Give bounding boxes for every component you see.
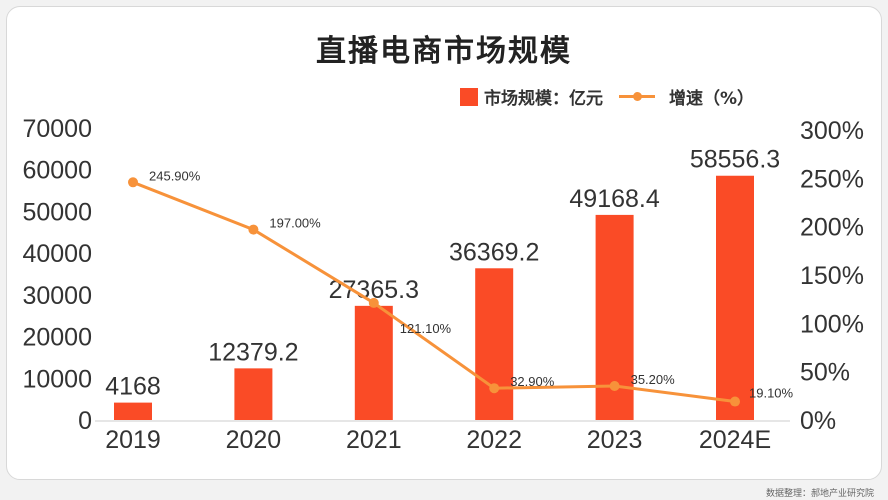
legend-line-label: 增速（%）: [669, 89, 755, 109]
y-left-tick-label: 30000: [22, 282, 92, 310]
growth-point: [368, 297, 379, 308]
bar-value-label: 58556.3: [690, 146, 780, 174]
y-right-tick-label: 50%: [800, 359, 850, 387]
growth-label: 35.20%: [631, 372, 676, 387]
bar-value-label: 49168.4: [569, 185, 659, 213]
x-tick-label: 2019: [105, 426, 161, 454]
growth-point: [609, 380, 620, 391]
growth-label: 121.10%: [400, 321, 452, 336]
legend: 市场规模：亿元 增速（%）: [460, 84, 754, 109]
y-left-tick-label: 70000: [22, 115, 92, 143]
growth-point: [128, 177, 138, 188]
y-right-tick-label: 150%: [800, 262, 864, 290]
growth-label: 245.90%: [149, 168, 201, 183]
bar-value-label: 12379.2: [208, 338, 298, 366]
growth-label: 32.90%: [510, 374, 555, 389]
legend-line-swatch: [619, 92, 655, 101]
growth-line: [132, 180, 736, 404]
x-tick-label: 2020: [226, 426, 282, 454]
x-tick-label: 2023: [587, 426, 643, 454]
bar: [354, 305, 393, 420]
y-left-tick-label: 50000: [22, 198, 92, 226]
chart-title: 直播电商市场规模: [316, 34, 572, 69]
bar-value-label: 4168: [105, 373, 161, 401]
growth-point: [730, 396, 740, 407]
bar: [716, 175, 754, 420]
y-left-tick-label: 20000: [22, 324, 92, 352]
growth-label: 197.00%: [269, 216, 321, 231]
bar: [234, 368, 273, 420]
x-tick-label: 2024E: [699, 426, 771, 454]
y-right-tick-label: 250%: [800, 165, 864, 193]
y-right-tick-label: 0%: [800, 407, 836, 435]
y-left-tick-label: 10000: [22, 365, 92, 393]
bar: [475, 268, 514, 420]
growth-label: 19.10%: [749, 386, 794, 401]
bar: [114, 402, 152, 420]
x-tick-label: 2021: [346, 426, 402, 454]
y-right-tick-label: 200%: [800, 214, 864, 242]
legend-bar-swatch: [460, 87, 478, 106]
y-right-tick-label: 300%: [800, 117, 864, 145]
y-right-tick-label: 100%: [800, 310, 864, 338]
y-left-tick-label: 60000: [22, 157, 92, 185]
y-left-tick-label: 0: [78, 407, 92, 435]
growth-point: [489, 383, 500, 394]
source-note: 数据整理：郝地产业研究院: [765, 489, 874, 499]
bar-value-label: 36369.2: [449, 238, 539, 266]
y-left-tick-label: 40000: [22, 240, 92, 268]
x-tick-label: 2022: [466, 426, 522, 454]
legend-bar-label: 市场规模：亿元: [484, 89, 603, 109]
growth-point: [248, 224, 259, 235]
